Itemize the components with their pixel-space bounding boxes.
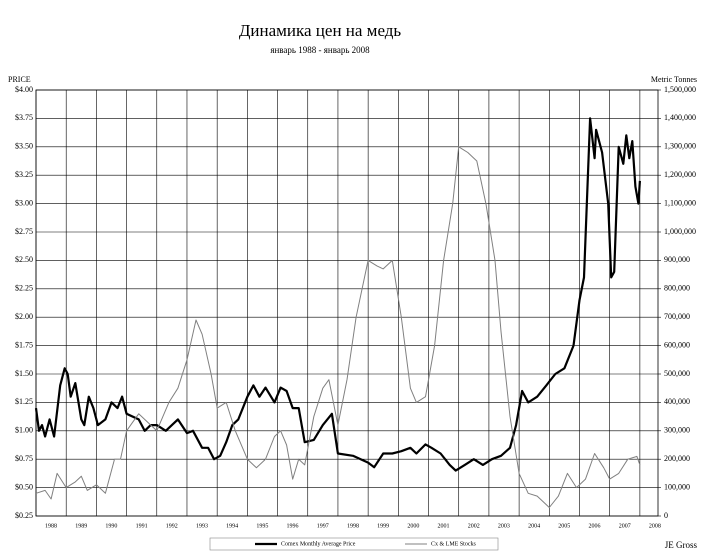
y-tick-label: $4.00 <box>15 85 33 94</box>
x-tick-label: 1995 <box>256 523 268 529</box>
x-tick-label: 2007 <box>619 523 631 529</box>
legend-label: Cx & LME Stocks <box>431 541 477 547</box>
y2-tick-label: 300,000 <box>664 426 690 435</box>
y2-tick-label: 0 <box>664 511 668 520</box>
y2-tick-label: 200,000 <box>664 454 690 463</box>
x-tick-label: 1993 <box>196 523 208 529</box>
y-tick-label: $1.75 <box>15 340 33 349</box>
y2-tick-label: 900,000 <box>664 255 690 264</box>
y-tick-label: $2.25 <box>15 284 33 293</box>
x-tick-label: 2000 <box>407 523 419 529</box>
y-tick-label: $1.50 <box>15 369 33 378</box>
series-line <box>35 146 641 508</box>
x-tick-label: 1998 <box>347 523 359 529</box>
y2-tick-label: 100,000 <box>664 482 690 491</box>
x-tick-label: 1994 <box>226 523 238 529</box>
x-tick-label: 1996 <box>287 523 299 529</box>
x-tick-label: 1999 <box>377 523 389 529</box>
x-tick-label: 1988 <box>45 523 57 529</box>
y-tick-label: $2.00 <box>15 312 33 321</box>
y2-tick-label: 600,000 <box>664 340 690 349</box>
x-tick-label: 1992 <box>166 523 178 529</box>
x-tick-label: 1989 <box>75 523 87 529</box>
x-tick-label: 1991 <box>136 523 148 529</box>
y2-tick-label: 400,000 <box>664 397 690 406</box>
y2-tick-label: 1,300,000 <box>664 142 696 151</box>
y2-tick-label: 1,500,000 <box>664 85 696 94</box>
y-tick-label: $0.25 <box>15 511 33 520</box>
x-tick-label: 2005 <box>558 523 570 529</box>
x-tick-label: 2004 <box>528 523 540 529</box>
y2-axis-label: Metric Tonnes <box>651 75 697 84</box>
x-tick-label: 2003 <box>498 523 510 529</box>
x-tick-label: 2006 <box>588 523 600 529</box>
y2-tick-label: 1,100,000 <box>664 198 696 207</box>
y2-tick-label: 1,200,000 <box>664 170 696 179</box>
x-tick-label: 2008 <box>649 523 661 529</box>
plot-frame <box>35 89 659 517</box>
y-tick-label: $1.00 <box>15 426 33 435</box>
x-tick-label: 2001 <box>438 523 450 529</box>
y-tick-label: $3.00 <box>15 198 33 207</box>
y2-tick-label: 1,400,000 <box>664 113 696 122</box>
x-tick-label: 1997 <box>317 523 329 529</box>
y2-tick-label: 800,000 <box>664 284 690 293</box>
y-tick-label: $3.50 <box>15 142 33 151</box>
annotation: JE Gross <box>665 540 698 550</box>
y2-tick-label: 1,000,000 <box>664 227 696 236</box>
chart-subtitle: январь 1988 - январь 2008 <box>270 45 370 55</box>
y-tick-label: $2.75 <box>15 227 33 236</box>
chart-title: Динамика цен на медь <box>239 21 402 40</box>
y-tick-label: $2.50 <box>15 255 33 264</box>
x-tick-label: 2002 <box>468 523 480 529</box>
y-tick-label: $0.50 <box>15 482 33 491</box>
y-axis-label: PRICE <box>8 75 31 84</box>
y2-tick-label: 500,000 <box>664 369 690 378</box>
legend-box <box>209 537 499 551</box>
y2-tick-label: 700,000 <box>664 312 690 321</box>
y-tick-label: $1.25 <box>15 397 33 406</box>
y-tick-label: $0.75 <box>15 454 33 463</box>
y-tick-label: $3.75 <box>15 113 33 122</box>
legend-label: Comex Monthly Average Price <box>281 541 356 547</box>
x-tick-label: 1990 <box>105 523 117 529</box>
series-line <box>34 117 641 472</box>
y-tick-label: $3.25 <box>15 170 33 179</box>
